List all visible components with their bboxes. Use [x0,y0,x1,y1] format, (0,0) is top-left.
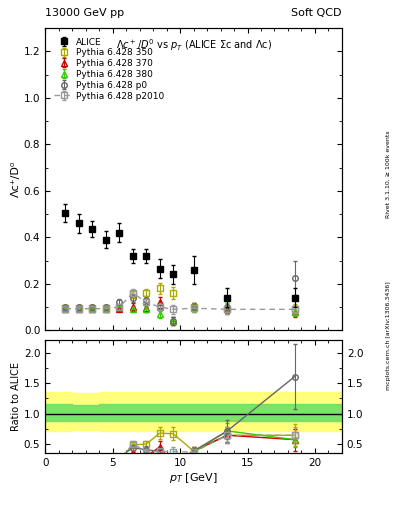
Text: Soft QCD: Soft QCD [292,8,342,18]
Text: mcplots.cern.ch [arXiv:1306.3436]: mcplots.cern.ch [arXiv:1306.3436] [386,281,391,390]
Y-axis label: Ratio to ALICE: Ratio to ALICE [11,362,21,431]
X-axis label: $p_T$ [GeV]: $p_T$ [GeV] [169,471,218,485]
Y-axis label: Λc⁺/D⁰: Λc⁺/D⁰ [11,161,21,198]
Text: Rivet 3.1.10, ≥ 100k events: Rivet 3.1.10, ≥ 100k events [386,130,391,218]
Text: $\Lambda c^+/D^0$ vs $p_T$ (ALICE $\Sigma$c and $\Lambda$c): $\Lambda c^+/D^0$ vs $p_T$ (ALICE $\Sigm… [116,37,272,53]
Text: 13000 GeV pp: 13000 GeV pp [45,8,124,18]
Legend: ALICE, Pythia 6.428 350, Pythia 6.428 370, Pythia 6.428 380, Pythia 6.428 p0, Py: ALICE, Pythia 6.428 350, Pythia 6.428 37… [53,36,166,102]
